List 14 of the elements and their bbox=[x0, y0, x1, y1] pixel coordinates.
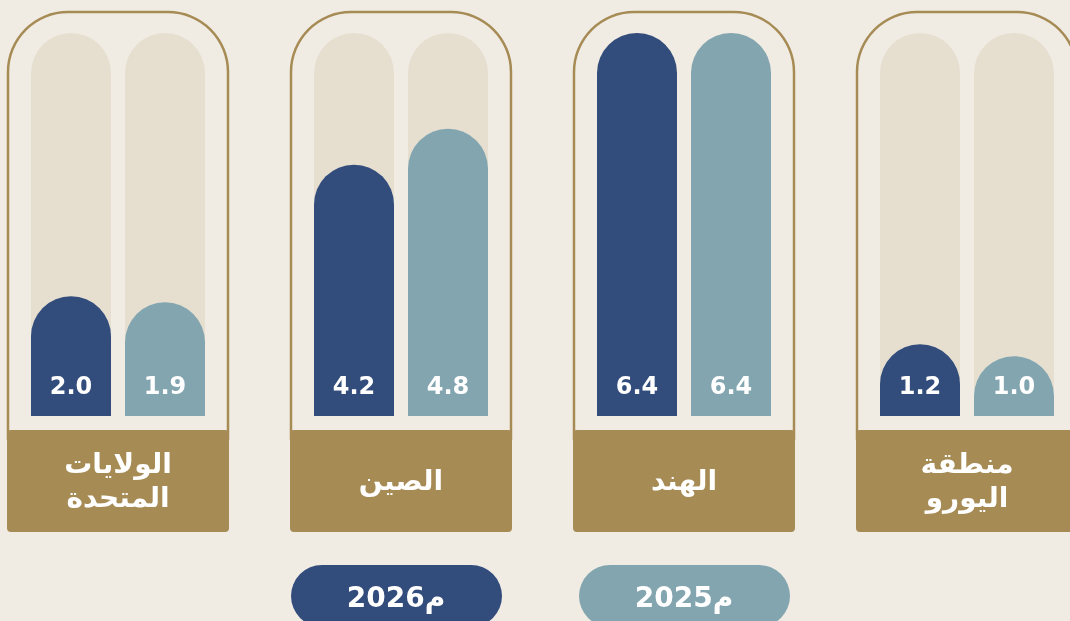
data-label: 4.8 bbox=[426, 372, 470, 400]
x-tick-label: منطقة اليورو bbox=[920, 447, 1014, 514]
x-tick-label: الصين bbox=[358, 464, 444, 497]
data-label: 1.9 bbox=[143, 372, 187, 400]
data-label: 1.0 bbox=[992, 372, 1036, 400]
data-label: 1.2 bbox=[898, 372, 942, 400]
x-tick-label: الهند bbox=[650, 464, 718, 497]
data-label: 2.0 bbox=[49, 372, 93, 400]
text: 2025م bbox=[634, 581, 734, 614]
data-label: 6.4 bbox=[709, 372, 753, 400]
data-label: 6.4 bbox=[615, 372, 659, 400]
text: 2026م bbox=[346, 581, 446, 614]
data-label: 4.2 bbox=[332, 372, 376, 400]
x-tick-label: الولايات المتحدة bbox=[64, 447, 172, 514]
